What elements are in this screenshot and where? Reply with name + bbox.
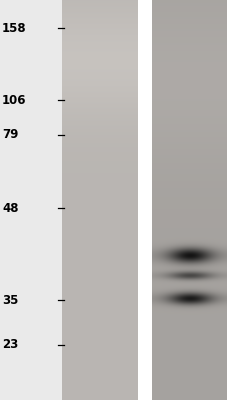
Text: 158: 158	[2, 22, 27, 34]
Text: 48: 48	[2, 202, 18, 214]
Text: 79: 79	[2, 128, 18, 142]
Text: 23: 23	[2, 338, 18, 352]
Text: 106: 106	[2, 94, 26, 106]
Text: 35: 35	[2, 294, 18, 306]
